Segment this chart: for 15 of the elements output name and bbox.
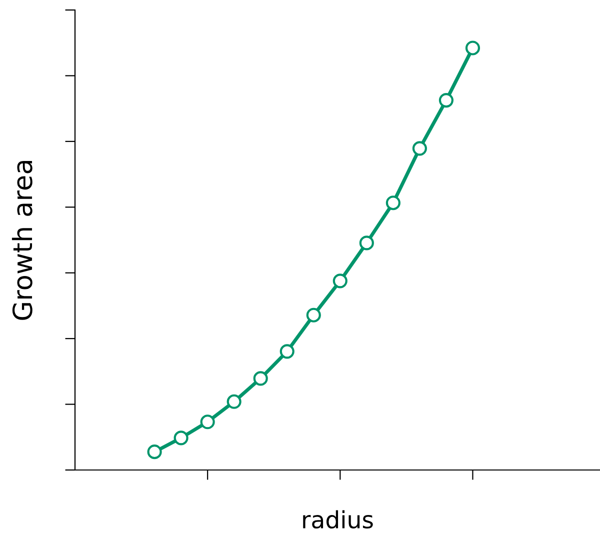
point bbox=[359, 236, 374, 250]
point bbox=[306, 308, 321, 322]
point bbox=[147, 444, 162, 460]
y-axis-title: Growth area bbox=[12, 161, 32, 320]
point bbox=[280, 344, 294, 359]
x-axis-title: radius bbox=[303, 510, 373, 529]
point bbox=[200, 414, 215, 430]
point bbox=[386, 196, 400, 210]
point bbox=[174, 430, 188, 446]
point bbox=[226, 394, 242, 409]
point bbox=[332, 274, 348, 288]
point bbox=[465, 40, 480, 56]
point bbox=[412, 141, 427, 156]
point bbox=[438, 93, 454, 108]
point bbox=[253, 371, 268, 386]
